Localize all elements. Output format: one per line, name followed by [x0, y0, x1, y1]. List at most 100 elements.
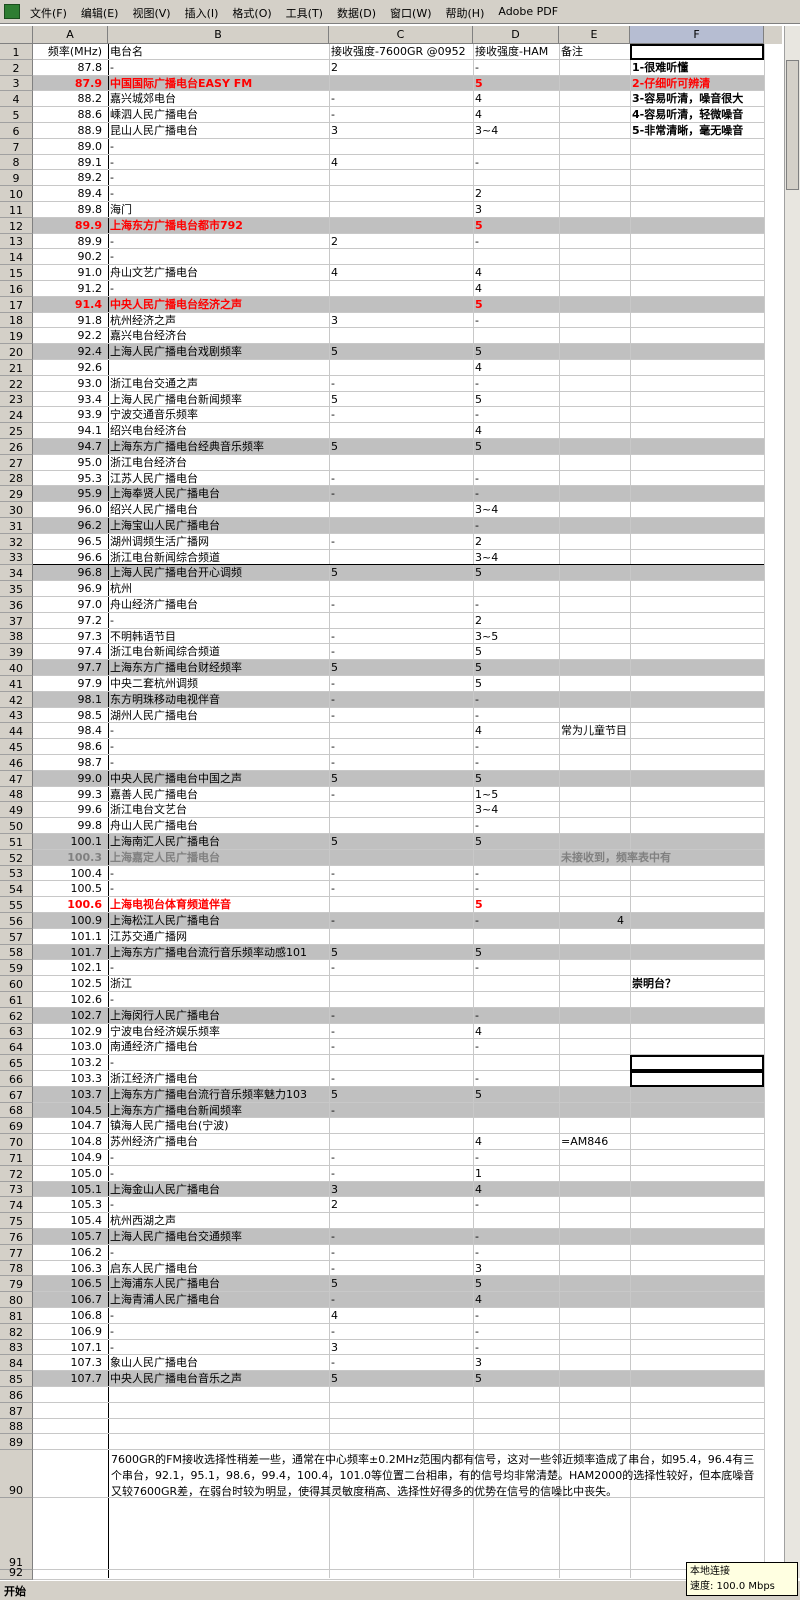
cell[interactable]: 88.6 — [77, 108, 103, 122]
cell[interactable]: 5 — [475, 218, 483, 232]
cell[interactable]: 5 — [475, 392, 482, 406]
cell[interactable]: - — [475, 155, 479, 169]
cell[interactable]: 4 — [617, 914, 624, 927]
cell[interactable]: 接收强度-HAM — [475, 45, 549, 58]
cell[interactable]: 100.5 — [70, 882, 103, 896]
cell[interactable]: - — [110, 993, 114, 1006]
cell[interactable]: 5 — [331, 392, 338, 406]
cell[interactable]: 上海松江人民广播电台 — [110, 914, 220, 927]
row-header[interactable]: 84 — [0, 1355, 33, 1372]
cell[interactable]: 5 — [331, 661, 338, 675]
cell[interactable]: 103.7 — [70, 1087, 103, 1101]
cell[interactable]: - — [331, 961, 335, 975]
cell[interactable]: - — [331, 92, 335, 106]
cell[interactable]: 未接收到，频率表中有 — [561, 850, 671, 864]
row-header[interactable]: 48 — [0, 786, 33, 803]
cell[interactable]: 5 — [475, 1372, 482, 1386]
cell[interactable]: 象山人民广播电台 — [110, 1356, 198, 1370]
cell[interactable]: 浙江电台新闻综合频道 — [110, 550, 220, 564]
column-header[interactable]: B — [108, 26, 329, 44]
row-header[interactable]: 43 — [0, 707, 33, 724]
cell[interactable]: - — [475, 313, 479, 327]
column-header[interactable]: D — [473, 26, 559, 44]
cell[interactable]: 99.8 — [77, 819, 103, 833]
cell[interactable]: - — [331, 1103, 335, 1117]
cell[interactable]: 中央二套杭州调频 — [110, 677, 198, 690]
cell[interactable]: - — [475, 60, 479, 74]
row-header[interactable]: 89 — [0, 1434, 33, 1451]
cell[interactable]: 舟山人民广播电台 — [110, 819, 198, 833]
row-header[interactable]: 6 — [0, 123, 33, 139]
cell[interactable]: 4 — [475, 1135, 482, 1149]
cell[interactable]: - — [331, 882, 335, 896]
cell[interactable]: - — [110, 250, 114, 264]
cell[interactable]: 5 — [331, 945, 338, 959]
cell[interactable]: - — [475, 1040, 479, 1054]
cell[interactable]: - — [331, 629, 335, 643]
cell[interactable]: 107.3 — [70, 1356, 103, 1370]
cell[interactable]: 2 — [475, 187, 482, 201]
cell[interactable]: 5 — [475, 645, 482, 659]
cell[interactable]: 105.4 — [70, 1214, 103, 1228]
cell[interactable]: 江苏交通广播网 — [110, 929, 187, 943]
cell[interactable]: 5 — [331, 1372, 338, 1386]
cell[interactable]: - — [475, 234, 479, 248]
cell[interactable]: - — [331, 487, 335, 501]
cell[interactable]: 1 — [475, 1166, 482, 1180]
cell[interactable]: 2 — [475, 613, 482, 627]
cell[interactable]: 90.2 — [77, 250, 103, 264]
row-header[interactable]: 29 — [0, 486, 33, 503]
cell[interactable]: - — [331, 1040, 335, 1054]
column-header[interactable]: C — [329, 26, 473, 44]
cell[interactable]: 89.1 — [77, 155, 103, 169]
cell[interactable]: 上海东方广播电台流行音乐频率魅力103 — [110, 1087, 307, 1101]
cell[interactable]: - — [110, 1324, 114, 1338]
cell[interactable]: - — [475, 1198, 479, 1212]
cell[interactable]: - — [110, 740, 114, 754]
cell[interactable]: - — [331, 645, 335, 659]
row-header[interactable]: 42 — [0, 691, 33, 708]
row-header[interactable]: 3 — [0, 75, 33, 92]
cell[interactable]: 95.0 — [77, 455, 103, 469]
cell[interactable]: 93.4 — [77, 392, 103, 406]
row-header[interactable]: 80 — [0, 1292, 33, 1308]
row-header[interactable]: 68 — [0, 1102, 33, 1119]
row-header[interactable]: 34 — [0, 565, 33, 582]
row-header[interactable]: 19 — [0, 328, 33, 345]
cell[interactable]: 106.3 — [70, 1261, 103, 1275]
column-header[interactable]: A — [33, 26, 108, 44]
cell[interactable]: 崇明台？ — [632, 977, 676, 991]
row-header[interactable]: 35 — [0, 581, 33, 597]
cell[interactable]: 3~5 — [475, 629, 499, 643]
cell[interactable]: 上海南汇人民广播电台 — [110, 835, 220, 848]
cell[interactable]: - — [331, 1261, 335, 1275]
cell[interactable]: 89.2 — [77, 171, 103, 185]
cell[interactable]: 3~4 — [475, 503, 499, 517]
row-header[interactable]: 88 — [0, 1418, 33, 1435]
cell[interactable]: 嵊泗人民广播电台 — [110, 108, 198, 122]
cell[interactable]: 5 — [475, 76, 483, 90]
cell[interactable]: 不明韩语节目 — [110, 629, 176, 643]
row-header[interactable]: 26 — [0, 439, 33, 455]
row-header[interactable]: 12 — [0, 217, 33, 234]
cell[interactable]: - — [475, 1324, 479, 1338]
menu-item[interactable]: 窗口(W) — [390, 7, 432, 20]
cell[interactable]: - — [475, 1008, 479, 1022]
cell[interactable]: - — [331, 408, 335, 422]
cell[interactable]: 2 — [475, 534, 482, 548]
cell[interactable]: 96.5 — [77, 534, 103, 548]
cell[interactable]: 上海东方广播电台新闻频率 — [110, 1103, 242, 1117]
scroll-thumb[interactable] — [786, 60, 799, 190]
cell[interactable]: - — [475, 961, 479, 975]
cell[interactable]: 97.2 — [77, 613, 103, 627]
row-header[interactable]: 56 — [0, 913, 33, 929]
cell[interactable]: 101.7 — [70, 945, 103, 959]
row-header[interactable]: 10 — [0, 186, 33, 202]
cell[interactable]: 上海奉贤人民广播电台 — [110, 487, 220, 501]
cell[interactable]: 杭州西湖之声 — [110, 1214, 176, 1228]
cell[interactable]: 2-仔细听可辨清 — [632, 76, 711, 90]
row-header[interactable]: 51 — [0, 834, 33, 850]
row-header[interactable]: 14 — [0, 249, 33, 266]
cell[interactable]: 常为儿童节目 — [561, 724, 627, 738]
column-header[interactable]: F — [630, 26, 764, 44]
